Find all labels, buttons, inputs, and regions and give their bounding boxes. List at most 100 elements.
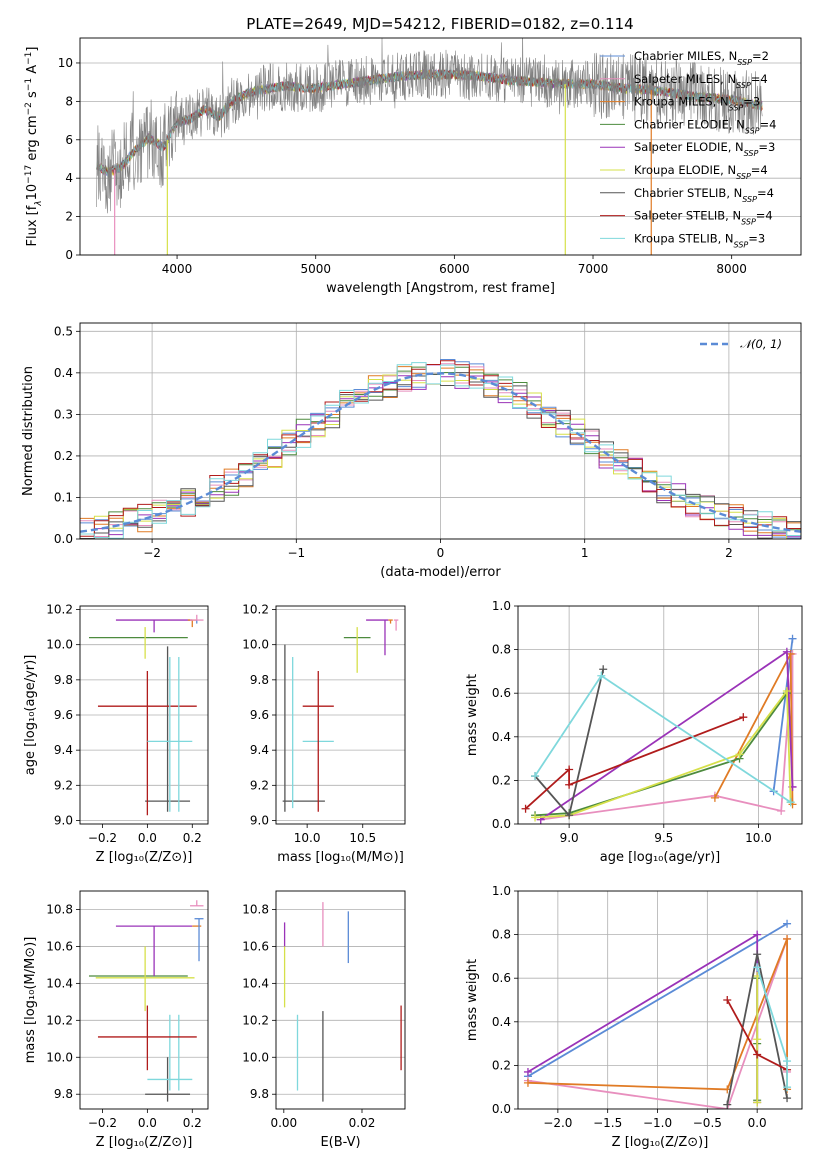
errorbar-point (187, 619, 197, 628)
y-tick-label: 1.0 (492, 884, 511, 898)
y-tick-label: 4 (65, 171, 73, 185)
weight-marker (782, 647, 791, 656)
y-tick-label: 0 (65, 248, 73, 262)
y-tick-label: 10.8 (242, 902, 269, 916)
plot-age_vs_Z: −0.2 0.0 0.2 9.0 9.2 9.4 9.6 9.8 10.0 10.2 Z [log₁… (23, 603, 209, 865)
x-tick-label: 0.2 (183, 1116, 202, 1130)
x-tick-label: −0.2 (88, 1116, 117, 1130)
y-tick-label: 1.0 (492, 599, 511, 613)
errorbar-point (95, 946, 195, 1012)
errorbar-point (194, 918, 204, 962)
x-tick-label: −2 (143, 546, 161, 560)
figure-title: PLATE=2649, MJD=54212, FIBERID=0182, z=0… (246, 15, 633, 33)
x-tick-label: 0.02 (349, 1116, 376, 1130)
y-tick-label: 9.8 (250, 673, 269, 687)
y-tick-label: 0.4 (54, 366, 73, 380)
y-tick-label: 10.6 (46, 939, 73, 953)
weight-marker (523, 1067, 532, 1076)
y-tick-label: 9.6 (250, 708, 269, 722)
y-tick-label: 9.8 (54, 1087, 73, 1101)
y-tick-label: 9.8 (250, 1087, 269, 1101)
x-tick-label: 9.0 (560, 831, 579, 845)
x-tick-label: 6000 (439, 262, 470, 276)
y-tick-label: 10.0 (46, 1050, 73, 1064)
weight-marker (597, 671, 606, 680)
y-tick-label: 10.8 (46, 902, 73, 916)
x-tick-label: 8000 (716, 262, 747, 276)
plot-mass_vs_ebv: 0.00 0.02 9.8 10.0 10.2 10.4 10.6 10.8 E(B-V) (242, 890, 406, 1150)
x-tick-label: 0 (437, 546, 445, 560)
weight-marker (783, 1094, 792, 1103)
plot-weight_vs_Z: −2.0 −1.5 −1.0 −0.5 0.0 0.0 0.2 0.4 0.6 0.8 1.0 Z [… (465, 884, 803, 1150)
y-tick-label: 9.0 (54, 813, 73, 827)
weight-marker (753, 1098, 762, 1107)
x-tick-label: 9.5 (654, 831, 673, 845)
residuals-marks (80, 323, 801, 539)
weight-line (772, 638, 794, 792)
weight-marker (521, 804, 530, 813)
x-tick-label: 7000 (578, 262, 609, 276)
x-tick-label: 0.00 (270, 1116, 297, 1130)
legend-entry: Salpeter ELODIE, NSSP=3 (634, 140, 775, 158)
x-axis-label: (data-model)/error (380, 565, 501, 580)
x-tick-label: −1 (287, 546, 305, 560)
y-tick-label: 10.4 (242, 976, 269, 990)
y-tick-label: 0.0 (492, 817, 511, 831)
plot-mass_vs_Z: −0.2 0.0 0.2 9.8 10.0 10.2 10.4 10.6 10.8 Z [log₁… (23, 890, 209, 1150)
y-tick-label: 0.5 (54, 324, 73, 338)
errorbar-point (97, 671, 197, 816)
x-tick-label: 10.5 (349, 831, 376, 845)
plot-spectrum: 4000 5000 6000 7000 8000 0 2 4 6 8 10 wavelength [A… (24, 37, 802, 296)
x-tick-label: 0.0 (138, 1116, 157, 1130)
mass_vs_Z-marks (80, 900, 208, 1102)
x-tick-label: 0.2 (183, 831, 202, 845)
x-tick-label: −1.0 (643, 1116, 672, 1130)
x-tick-label: 0.0 (138, 831, 157, 845)
y-axis-label: Flux [fλ10−17 erg cm−2 s−1 A−1] (24, 47, 44, 247)
weight-marker (531, 813, 540, 822)
age_vs_mass-marks (276, 609, 405, 821)
residuals-legend: 𝒩(0, 1) (700, 337, 782, 351)
x-tick-label: −1.5 (593, 1116, 622, 1130)
y-tick-label: 9.8 (54, 673, 73, 687)
y-tick-label: 9.2 (54, 778, 73, 792)
y-tick-label: 9.6 (54, 708, 73, 722)
errorbar-point (147, 656, 193, 812)
y-tick-label: 0.4 (492, 730, 511, 744)
errorbar-point (190, 900, 204, 907)
spectrum-legend: Chabrier MILES, NSSP=2 Salpeter MILES, NS… (600, 49, 776, 249)
weight-marker (523, 1078, 532, 1087)
y-tick-label: 10.2 (46, 603, 73, 617)
errorbar-point (145, 646, 191, 812)
x-tick-label: 0.0 (748, 1116, 767, 1130)
y-tick-label: 2 (65, 210, 73, 224)
weight-marker (565, 780, 574, 789)
weight-marker (783, 1083, 792, 1092)
weight-line (527, 922, 788, 1078)
y-tick-label: 6 (65, 133, 73, 147)
weight-marker (788, 634, 797, 643)
legend-entry: Chabrier STELIB, NSSP=4 (634, 186, 774, 204)
x-tick-label: 10.0 (745, 831, 772, 845)
x-tick-label: 5000 (300, 262, 331, 276)
weight-marker (599, 665, 608, 674)
y-tick-label: 10.0 (46, 638, 73, 652)
mass_vs_ebv-marks (276, 902, 405, 1102)
weight-marker (786, 798, 795, 807)
y-tick-label: 9.2 (250, 778, 269, 792)
legend-entry: Salpeter MILES, NSSP=4 (634, 72, 768, 90)
y-tick-label: 0.2 (492, 773, 511, 787)
weight-marker (777, 806, 786, 815)
weight-marker (783, 934, 792, 943)
weight-marker (735, 750, 744, 759)
spectrum-marks (80, 38, 801, 255)
y-tick-label: 10.0 (242, 638, 269, 652)
y-axis-label: mass weight (465, 959, 480, 1041)
age_vs_Z-marks (80, 609, 208, 821)
weight-marker (753, 963, 762, 972)
weight-line (540, 650, 794, 821)
axes-frame (517, 605, 803, 825)
x-axis-label: mass [log₁₀(M/M⊙)] (277, 850, 404, 865)
x-tick-label: 2 (725, 546, 733, 560)
x-tick-label: −0.5 (693, 1116, 722, 1130)
